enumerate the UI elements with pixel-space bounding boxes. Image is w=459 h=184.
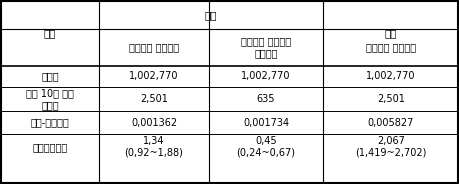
Text: 항목: 항목 [44,28,56,38]
Text: 2,067
(1,419~2,702): 2,067 (1,419~2,702) [355,136,426,158]
Text: 2,501: 2,501 [377,94,405,104]
Text: 전체원인 조기사망: 전체원인 조기사망 [366,42,416,52]
Text: 1,002,770: 1,002,770 [241,71,291,82]
Text: 만성: 만성 [385,28,397,38]
Text: 2,501: 2,501 [140,94,168,104]
Text: 인구 10만 명당
사망률: 인구 10만 명당 사망률 [26,88,74,111]
Text: 농도-반응함수: 농도-반응함수 [30,118,69,128]
Text: 1,34
(0,92~1,88): 1,34 (0,92~1,88) [124,136,184,158]
Text: 0,45
(0,24~0,67): 0,45 (0,24~0,67) [236,136,296,158]
Text: 심혈관계 관련질환
조기사망: 심혈관계 관련질환 조기사망 [241,36,291,59]
Text: 0,001362: 0,001362 [131,118,177,128]
Text: 급성: 급성 [205,10,218,20]
Text: 1,002,770: 1,002,770 [366,71,415,82]
Text: 0,005827: 0,005827 [368,118,414,128]
Text: 635: 635 [257,94,275,104]
Text: 전체원인 조기사망: 전체원인 조기사망 [129,42,179,52]
Text: 인구수: 인구수 [41,71,59,82]
Text: 0,001734: 0,001734 [243,118,289,128]
Text: 초과사망자수: 초과사망자수 [32,142,67,152]
Text: 1,002,770: 1,002,770 [129,71,179,82]
